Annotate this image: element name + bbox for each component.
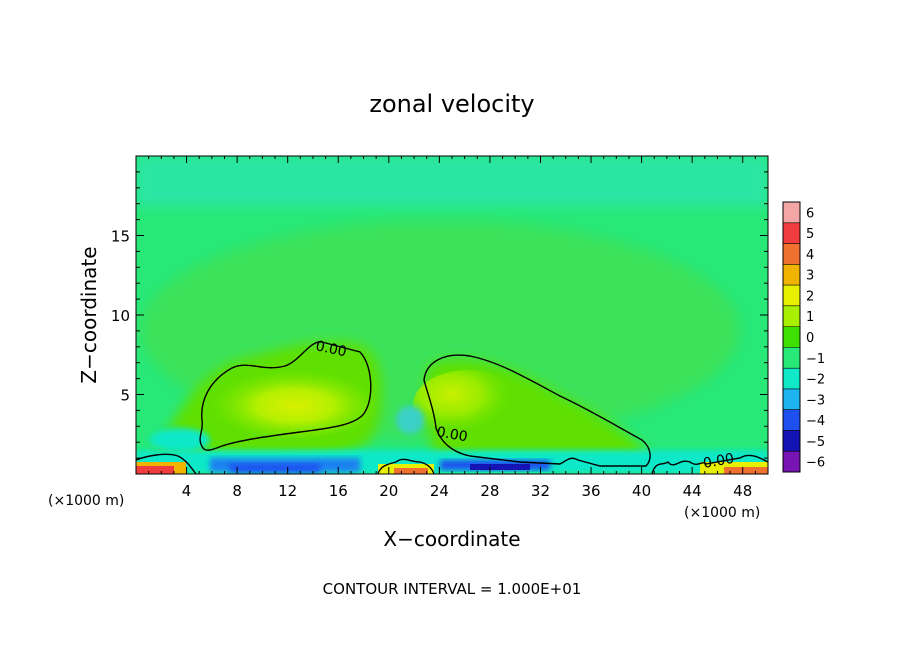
colorbar-swatch [783,430,800,452]
colorbar-swatch [783,305,800,328]
field-cyan-patch-mid [396,406,424,434]
colorbar-label: 3 [806,269,814,284]
y-tick-label: 15 [111,228,130,246]
colorbar-frame [782,201,801,473]
colorbar: 6 5 4 3 2 1 0 −1 −2 −3 −4 −5 −6 [782,201,825,473]
field-surface-red-mid [394,468,428,474]
contour-surface-mid [377,458,435,474]
y-tick-label: 5 [120,387,130,405]
colorbar-label: −2 [806,373,825,388]
x-tick-label: 36 [581,482,600,500]
colorbar-swatch [783,388,800,411]
contour-label: 0.00 [702,451,735,472]
colorbar-label: −5 [806,435,825,450]
contour-surface-left [136,453,197,474]
chart-title: zonal velocity [369,90,534,118]
x-unit-right: (×1000 m) [684,505,760,521]
colorbar-label: 6 [806,206,814,221]
x-tick-label: 12 [278,482,297,500]
colorbar-label: −4 [806,414,825,429]
colorbar-label: 4 [806,248,814,263]
field-surface-red-left [136,466,174,474]
zero-contours [136,341,768,474]
colorbar-label: 2 [806,289,814,304]
colorbar-swatch [783,222,800,244]
field-surface-darkblue-left [230,464,320,472]
heatmap-field [136,156,768,474]
x-tick-label: 40 [632,482,651,500]
x-axis: 4 8 12 16 20 24 28 32 36 40 44 48 [148,156,756,500]
colorbar-label: 1 [806,310,814,325]
colorbar-swatch [783,409,800,431]
y-tick-label: 10 [111,307,130,325]
field-surface-darkblue-right [470,464,530,470]
y-axis-label: Z−coordinate [77,246,101,383]
x-tick-label: 16 [329,482,348,500]
colorbar-label: 0 [806,331,814,346]
field-jet-core-right [413,370,523,440]
colorbar-swatch [783,243,800,265]
colorbar-swatch [783,326,800,348]
colorbar-label: −3 [806,393,825,408]
contour-interval-note: CONTOUR INTERVAL = 1.000E+01 [323,580,582,598]
field-cyan-patch-left [150,428,210,452]
contour-label: 0.00 [314,338,348,360]
contour-zero-left [199,341,372,451]
field-jet-core-left [210,366,380,438]
colorbar-label: 5 [806,227,814,242]
colorbar-swatch [783,285,800,307]
x-tick-label: 32 [531,482,550,500]
y-axis: 5 10 15 [111,171,768,459]
colorbar-label: −1 [806,352,825,367]
x-unit-left: (×1000 m) [48,493,124,509]
contour-surface-right [651,454,768,474]
x-tick-label: 24 [430,482,449,500]
contour-label: 0.00 [435,424,468,445]
colorbar-swatch [783,347,800,369]
x-tick-label: 4 [182,482,192,500]
colorbar-swatch [783,264,800,286]
colorbar-label: −6 [806,456,825,471]
x-axis-label: X−coordinate [383,527,520,551]
x-tick-label: 20 [379,482,398,500]
x-tick-label: 28 [480,482,499,500]
x-tick-label: 44 [683,482,702,500]
colorbar-swatch [783,368,800,390]
contour-labels: 0.00 0.00 0.00 [314,338,735,472]
colorbar-swatch [783,451,800,473]
contour-zero-right [423,354,651,467]
field-surface-red-right [724,467,768,474]
colorbar-swatch [783,202,800,224]
x-tick-label: 48 [733,482,752,500]
field-upper-band [136,156,768,206]
x-tick-label: 8 [232,482,242,500]
